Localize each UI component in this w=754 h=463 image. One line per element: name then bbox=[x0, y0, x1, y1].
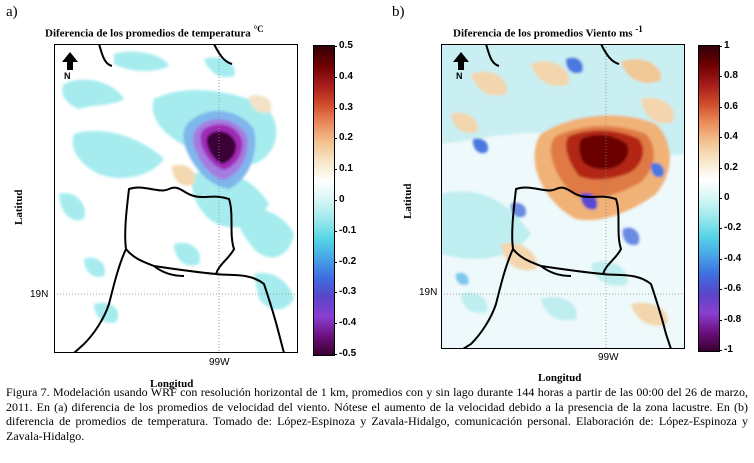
panel-a-unit: °C bbox=[253, 24, 264, 34]
panel-b-ylabel: Latitud bbox=[402, 183, 414, 219]
panel-a-title: Diferencia de los promedios de temperatu… bbox=[45, 24, 264, 40]
panel-b-ytick: 19N bbox=[419, 287, 438, 298]
colorbar-tick-mark bbox=[334, 46, 337, 47]
colorbar-tick-label: 0.3 bbox=[339, 101, 353, 113]
colorbar-tick-mark bbox=[334, 292, 337, 294]
panel-a-ylabel: Latitud bbox=[13, 189, 25, 225]
colorbar-tick-mark bbox=[334, 200, 337, 201]
colorbar-tick-mark bbox=[719, 106, 722, 108]
colorbar-tick-label: -1 bbox=[724, 344, 733, 355]
colorbar-tick-label: -0.8 bbox=[724, 313, 742, 325]
panel-a-frame bbox=[54, 44, 298, 353]
colorbar-tick-label: -0.4 bbox=[339, 317, 357, 329]
panel-b-xtick: 99W bbox=[598, 352, 619, 363]
panel-b-unit: -1 bbox=[635, 24, 643, 34]
panel-b-boundaries bbox=[462, 44, 672, 349]
colorbar-tick-label: 0.8 bbox=[724, 70, 738, 82]
panel-a-north-label: N bbox=[64, 71, 71, 81]
panel-a-title-text: Diferencia de los promedios de temperatu… bbox=[45, 27, 251, 40]
colorbar-tick-mark bbox=[719, 167, 722, 169]
panel-b-north-label: N bbox=[456, 71, 463, 81]
colorbar-tick-label: -0.6 bbox=[724, 283, 742, 295]
panel-b-title: Diferencia de los promedios Viento ms -1 bbox=[453, 24, 643, 40]
colorbar-tick-mark bbox=[719, 198, 722, 199]
panel-a-xtick: 99W bbox=[209, 357, 230, 368]
colorbar-tick-label: -0.3 bbox=[339, 286, 357, 298]
colorbar-tick-label: 0.5 bbox=[339, 40, 353, 51]
colorbar-tick-mark bbox=[719, 137, 722, 139]
panel-a-boundaries bbox=[73, 44, 285, 353]
colorbar-tick-label: 0.1 bbox=[339, 163, 353, 175]
panel-a-north-arrow-icon bbox=[62, 52, 78, 70]
colorbar-tick-label: 0.2 bbox=[339, 132, 353, 144]
panel-a-field bbox=[59, 51, 294, 323]
colorbar-tick-mark bbox=[719, 76, 722, 78]
colorbar-tick-label: 0.2 bbox=[724, 161, 738, 173]
colorbar-tick-mark bbox=[334, 138, 337, 140]
colorbar-tick-mark bbox=[334, 261, 337, 263]
panel-b-map bbox=[441, 44, 685, 349]
colorbar-tick-mark bbox=[719, 258, 722, 260]
colorbar-tick-mark bbox=[719, 350, 722, 351]
colorbar-tick-label: 0 bbox=[724, 192, 730, 203]
panel-b-field bbox=[441, 44, 685, 326]
colorbar-tick-mark bbox=[334, 169, 337, 171]
colorbar-tick-label: 0.4 bbox=[724, 131, 738, 143]
colorbar-tick-mark bbox=[334, 107, 337, 109]
panel-a-ytick: 19N bbox=[30, 289, 49, 300]
panel-b-north-arrow-icon bbox=[453, 52, 469, 70]
panel-b-xlabel: Longitud bbox=[538, 372, 582, 384]
colorbar-tick-mark bbox=[334, 354, 337, 355]
panel-b-frame bbox=[441, 44, 685, 349]
panel-a-map bbox=[54, 44, 298, 353]
panel-b-letter: b) bbox=[392, 4, 405, 20]
colorbar-tick-label: 0 bbox=[339, 194, 345, 205]
panel-a-letter: a) bbox=[6, 4, 18, 20]
colorbar-tick-mark bbox=[334, 323, 337, 325]
colorbar-tick-label: -0.2 bbox=[339, 255, 357, 267]
colorbar-tick-label: -0.4 bbox=[724, 252, 742, 264]
panel-a-colorbar bbox=[313, 45, 335, 356]
colorbar-tick-mark bbox=[719, 319, 722, 321]
figure-caption: Figura 7. Modelación usando WRF con reso… bbox=[6, 385, 748, 443]
colorbar-tick-label: 0.4 bbox=[339, 70, 353, 82]
colorbar-tick-label: 1 bbox=[724, 40, 730, 51]
colorbar-tick-mark bbox=[719, 228, 722, 230]
colorbar-tick-mark bbox=[719, 289, 722, 291]
colorbar-tick-mark bbox=[334, 76, 337, 78]
colorbar-tick-label: -0.2 bbox=[724, 222, 742, 234]
colorbar-tick-mark bbox=[334, 230, 337, 232]
colorbar-tick-label: 0.6 bbox=[724, 100, 738, 112]
panel-a-xlabel: Longitud bbox=[150, 378, 194, 390]
panel-b-colorbar bbox=[698, 45, 720, 352]
panel-b-title-text: Diferencia de los promedios Viento ms bbox=[453, 27, 633, 40]
colorbar-tick-label: -0.5 bbox=[339, 348, 357, 359]
colorbar-tick-label: -0.1 bbox=[339, 224, 357, 236]
colorbar-tick-mark bbox=[719, 46, 722, 47]
